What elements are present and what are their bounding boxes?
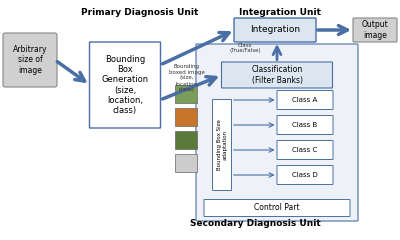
Bar <box>175 108 197 126</box>
Bar <box>175 154 197 172</box>
FancyBboxPatch shape <box>277 166 333 185</box>
Text: Output
image: Output image <box>362 20 388 40</box>
FancyBboxPatch shape <box>222 62 332 88</box>
Text: Integration Unit: Integration Unit <box>239 8 321 17</box>
Text: Bounding
Box
Generation
(size,
location,
class): Bounding Box Generation (size, location,… <box>102 54 148 115</box>
Text: Class
(True/False): Class (True/False) <box>229 43 261 54</box>
Text: Class A: Class A <box>292 97 318 103</box>
Text: Bounding
boxed image
(size,
location,
class): Bounding boxed image (size, location, cl… <box>169 64 205 92</box>
Text: Control Part: Control Part <box>254 204 300 212</box>
Text: Classification
(Filter Banks): Classification (Filter Banks) <box>251 65 303 85</box>
FancyBboxPatch shape <box>277 90 333 109</box>
FancyBboxPatch shape <box>196 44 358 221</box>
Bar <box>175 131 197 149</box>
FancyBboxPatch shape <box>277 115 333 134</box>
Text: Arbitrary
size of
image: Arbitrary size of image <box>13 45 47 75</box>
Text: Class D: Class D <box>292 172 318 178</box>
Text: Class B: Class B <box>292 122 318 128</box>
FancyBboxPatch shape <box>212 100 232 191</box>
FancyBboxPatch shape <box>90 42 160 128</box>
Text: Bounding Box Size
adaptation: Bounding Box Size adaptation <box>217 120 227 170</box>
Text: Class C: Class C <box>292 147 318 153</box>
FancyBboxPatch shape <box>204 199 350 216</box>
Bar <box>175 85 197 103</box>
FancyBboxPatch shape <box>277 140 333 160</box>
FancyBboxPatch shape <box>234 18 316 42</box>
FancyBboxPatch shape <box>353 18 397 42</box>
Text: Secondary Diagnosis Unit: Secondary Diagnosis Unit <box>190 219 320 228</box>
FancyBboxPatch shape <box>3 33 57 87</box>
Text: Primary Diagnosis Unit: Primary Diagnosis Unit <box>81 8 199 17</box>
Text: Integration: Integration <box>250 25 300 35</box>
